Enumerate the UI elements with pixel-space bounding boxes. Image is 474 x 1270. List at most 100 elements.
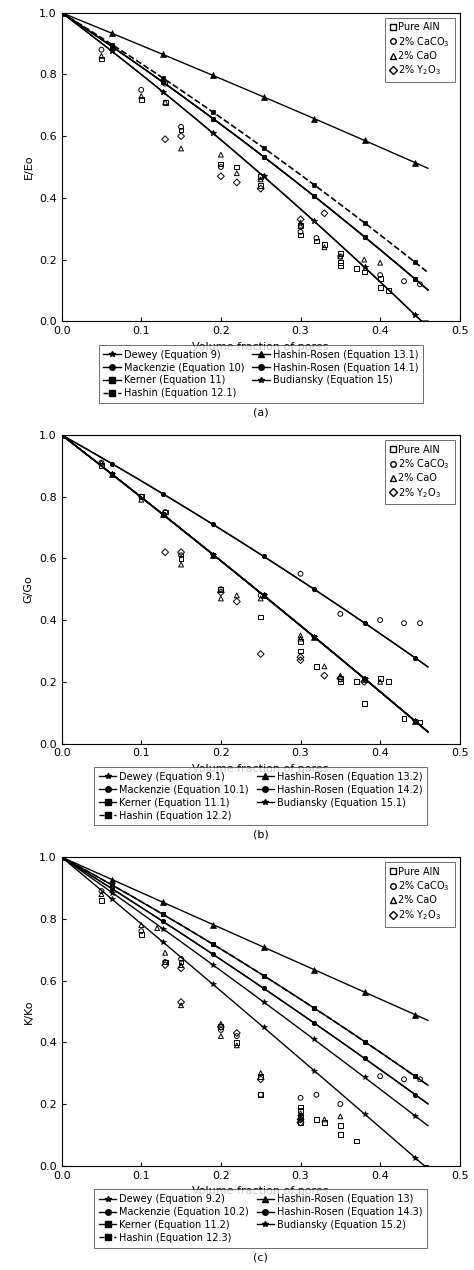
Point: [297, 1109, 304, 1129]
Point: [376, 1066, 384, 1086]
Point: [161, 951, 169, 972]
Point: [337, 246, 344, 267]
Point: [297, 1106, 304, 1126]
Point: [177, 992, 185, 1012]
X-axis label: Volume fraction of pores: Volume fraction of pores: [192, 1186, 329, 1196]
Point: [337, 255, 344, 276]
Legend: Pure AlN, 2% CaCO$_3$, 2% CaO, 2% Y$_2$O$_3$: Pure AlN, 2% CaCO$_3$, 2% CaO, 2% Y$_2$O…: [385, 862, 455, 927]
Point: [337, 603, 344, 624]
Point: [137, 489, 145, 509]
Point: [376, 277, 384, 297]
Text: (b): (b): [253, 829, 269, 839]
Point: [353, 672, 360, 692]
Point: [233, 157, 241, 178]
Point: [297, 1097, 304, 1118]
Point: [177, 119, 185, 140]
Point: [313, 657, 320, 677]
Point: [297, 1100, 304, 1120]
Point: [337, 1093, 344, 1114]
Y-axis label: K/Ko: K/Ko: [23, 999, 34, 1024]
Point: [137, 925, 145, 945]
Point: [217, 1017, 225, 1038]
Point: [297, 629, 304, 649]
X-axis label: Volume fraction of pores: Volume fraction of pores: [192, 765, 329, 773]
Point: [217, 582, 225, 602]
Point: [400, 709, 408, 729]
Point: [297, 212, 304, 232]
Point: [320, 657, 328, 677]
Point: [337, 672, 344, 692]
Point: [360, 668, 368, 688]
Point: [360, 672, 368, 692]
Y-axis label: E/Eo: E/Eo: [23, 155, 34, 179]
Point: [161, 502, 169, 522]
Point: [161, 74, 169, 94]
Point: [177, 949, 185, 969]
Point: [297, 625, 304, 645]
Point: [161, 542, 169, 563]
Point: [313, 1085, 320, 1105]
Point: [320, 1109, 328, 1129]
Point: [376, 265, 384, 286]
Point: [337, 246, 344, 267]
Point: [257, 644, 264, 664]
Point: [337, 1106, 344, 1126]
Point: [416, 274, 424, 295]
Point: [98, 890, 105, 911]
Point: [360, 693, 368, 714]
Point: [320, 665, 328, 686]
Point: [400, 271, 408, 291]
Point: [233, 1035, 241, 1055]
Point: [137, 86, 145, 107]
Point: [137, 89, 145, 109]
Point: [161, 91, 169, 112]
Point: [233, 1022, 241, 1043]
Point: [257, 175, 264, 196]
Point: [161, 502, 169, 522]
X-axis label: Volume fraction of pores: Volume fraction of pores: [192, 342, 329, 352]
Point: [320, 234, 328, 254]
Point: [98, 456, 105, 476]
Point: [137, 921, 145, 941]
Point: [177, 549, 185, 569]
Point: [376, 668, 384, 688]
Point: [257, 607, 264, 627]
Point: [376, 253, 384, 273]
Point: [416, 711, 424, 732]
Point: [257, 179, 264, 199]
Point: [376, 610, 384, 630]
Point: [137, 80, 145, 100]
Point: [98, 452, 105, 472]
Point: [217, 579, 225, 599]
Point: [416, 1069, 424, 1090]
Point: [320, 237, 328, 258]
Point: [217, 1020, 225, 1040]
Point: [384, 281, 392, 301]
Point: [233, 592, 241, 612]
Point: [297, 646, 304, 667]
Point: [297, 222, 304, 243]
Point: [177, 996, 185, 1016]
Point: [217, 154, 225, 174]
Point: [297, 216, 304, 236]
Point: [177, 542, 185, 563]
Point: [154, 918, 161, 939]
Point: [217, 1026, 225, 1046]
Point: [337, 665, 344, 686]
Point: [337, 1115, 344, 1135]
Point: [98, 881, 105, 902]
Point: [297, 216, 304, 236]
Point: [297, 631, 304, 652]
Point: [400, 1069, 408, 1090]
Point: [137, 486, 145, 507]
Point: [337, 253, 344, 273]
Point: [297, 210, 304, 230]
Point: [161, 942, 169, 963]
Point: [337, 244, 344, 264]
Legend: Pure AlN, 2% CaCO$_3$, 2% CaO, 2% Y$_2$O$_3$: Pure AlN, 2% CaCO$_3$, 2% CaO, 2% Y$_2$O…: [385, 18, 455, 83]
Point: [384, 672, 392, 692]
Point: [360, 249, 368, 269]
Point: [353, 259, 360, 279]
Point: [233, 1033, 241, 1053]
Point: [337, 668, 344, 688]
